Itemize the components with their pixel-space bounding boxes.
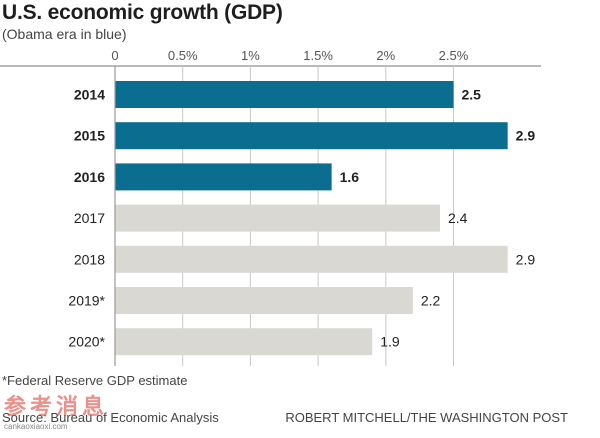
chart-subtitle: (Obama era in blue) [2, 26, 127, 42]
x-tick-label: 2.5% [439, 48, 469, 63]
data-label: 2.9 [516, 128, 536, 144]
bar [115, 328, 373, 356]
category-label: 2020* [68, 334, 105, 350]
bar [115, 122, 508, 150]
category-label: 2015 [74, 128, 105, 144]
data-label: 1.9 [380, 334, 400, 350]
category-label: 2018 [74, 251, 105, 267]
bar [115, 204, 440, 232]
bar [115, 163, 332, 191]
x-tick-label: 1% [241, 48, 260, 63]
category-label: 2014 [74, 87, 105, 103]
data-label: 2.2 [421, 293, 441, 309]
watermark-logo: 参考消息 cankaoxiaoxi.com [0, 389, 108, 437]
data-label: 1.6 [340, 169, 360, 185]
data-label: 2.5 [462, 87, 482, 103]
data-label: 2.4 [448, 210, 468, 226]
category-label: 2016 [74, 169, 105, 185]
x-tick-label: 2% [376, 48, 395, 63]
footnote: *Federal Reserve GDP estimate [2, 373, 188, 388]
watermark-characters: 参考消息 [4, 394, 109, 420]
bar [115, 245, 508, 273]
category-label: 2017 [74, 210, 105, 226]
bar [115, 287, 413, 314]
x-tick-label: 1.5% [303, 48, 333, 63]
credit-line: ROBERT MITCHELL/THE WASHINGTON POST [285, 410, 568, 425]
source-line: Source: Bureau of Economic Analysis [2, 410, 219, 425]
chart-title: U.S. economic growth (GDP) [2, 1, 283, 24]
data-label: 2.9 [516, 251, 536, 267]
x-tick-label: 0.5% [168, 48, 198, 63]
x-tick-label: 0 [111, 48, 118, 63]
watermark-url: cankaoxiaoxi.com [4, 422, 68, 431]
category-label: 2019* [68, 293, 105, 309]
bar [115, 81, 454, 108]
